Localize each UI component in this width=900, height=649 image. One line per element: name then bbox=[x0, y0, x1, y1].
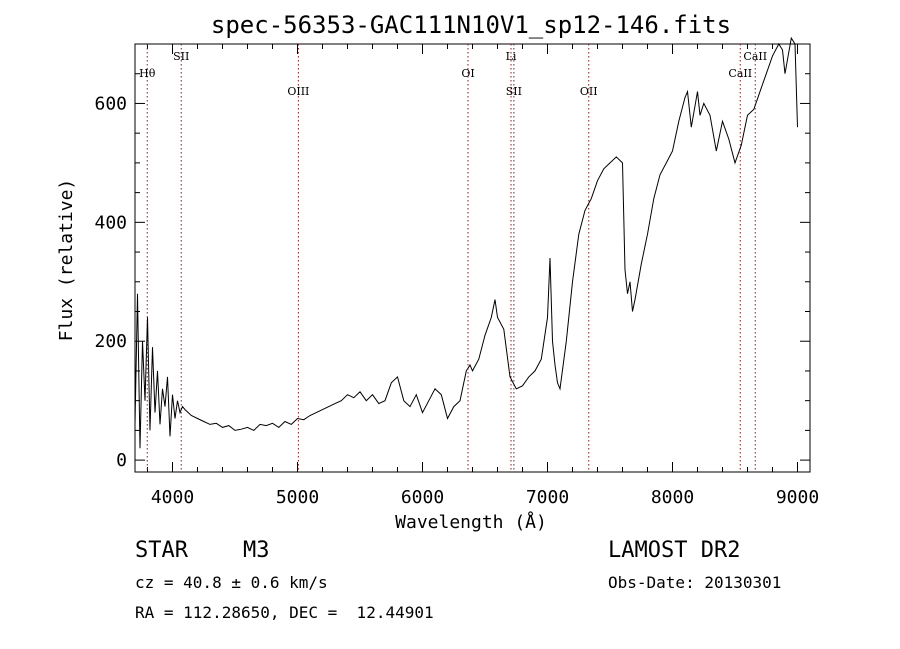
line-marker-label: CaII bbox=[728, 67, 752, 80]
plot-border bbox=[134, 43, 811, 473]
line-marker-label: SII bbox=[173, 50, 189, 63]
line-marker-label: OII bbox=[580, 85, 598, 98]
y-axis-ticks: 0 200 400 600 bbox=[94, 43, 810, 471]
line-marker-label: Hθ bbox=[139, 67, 156, 80]
line-marker-label: Li bbox=[506, 50, 517, 63]
y-tick-label: 0 bbox=[116, 450, 127, 471]
observation-date: Obs-Date: 20130301 bbox=[608, 573, 782, 592]
survey-name: LAMOST DR2 bbox=[608, 538, 741, 563]
x-axis-ticks: 4000 5000 6000 7000 8000 9000 bbox=[147, 44, 819, 508]
line-marker-label: OI bbox=[461, 67, 474, 80]
x-tick-label: 8000 bbox=[651, 487, 694, 508]
spectrum-line bbox=[134, 36, 798, 449]
ra-dec-coordinates: RA = 112.28650, DEC = 12.44901 bbox=[135, 603, 434, 622]
spectral-line-markers: Hθ SII OIII OI Li SII OII CaII CaII bbox=[139, 44, 767, 472]
x-tick-label: 7000 bbox=[526, 487, 569, 508]
x-tick-label: 4000 bbox=[151, 487, 194, 508]
line-marker-label: SII bbox=[506, 85, 522, 98]
x-tick-label: 6000 bbox=[401, 487, 444, 508]
y-tick-label: 400 bbox=[94, 212, 127, 233]
object-subclass: M3 bbox=[243, 538, 270, 563]
line-marker-label: OIII bbox=[287, 85, 309, 98]
y-tick-label: 600 bbox=[94, 93, 127, 114]
x-tick-label: 9000 bbox=[776, 487, 819, 508]
object-class: STAR bbox=[135, 538, 188, 563]
spectrum-series bbox=[134, 36, 798, 449]
line-marker-label: CaII bbox=[743, 50, 767, 63]
plot-frame bbox=[134, 43, 811, 473]
x-axis-label: Wavelength (Å) bbox=[395, 511, 547, 533]
chart-title: spec-56353-GAC111N10V1_sp12-146.fits bbox=[211, 11, 731, 39]
x-tick-label: 5000 bbox=[276, 487, 319, 508]
redshift-cz: cz = 40.8 ± 0.6 km/s bbox=[135, 573, 328, 592]
y-tick-label: 200 bbox=[94, 331, 127, 352]
y-axis-label: Flux (relative) bbox=[56, 179, 77, 342]
